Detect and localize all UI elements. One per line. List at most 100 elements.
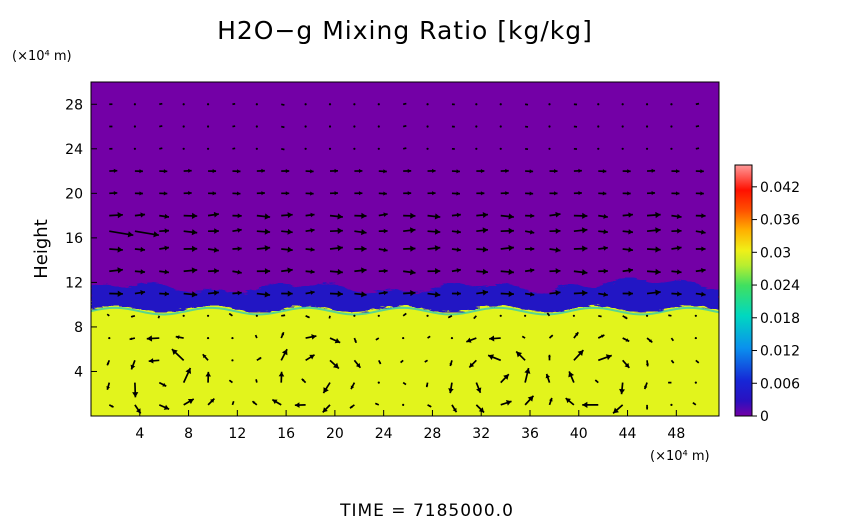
colorbar-ticks: 0 0.006 0.012 0.018 0.024 0.03 0.036 0.042 xyxy=(752,180,800,425)
wind-arrow xyxy=(621,103,624,106)
wind-arrow xyxy=(134,212,146,218)
wind-arrow xyxy=(568,371,575,383)
wind-arrow xyxy=(524,268,535,273)
wind-arrow xyxy=(427,228,441,235)
wind-arrow xyxy=(403,269,416,276)
wind-arrow xyxy=(670,359,675,364)
x-axis: 4 8 12 16 20 24 28 32 36 40 44 48 xyxy=(135,410,685,442)
wind-arrow xyxy=(129,337,136,341)
wind-arrow xyxy=(515,350,526,361)
wind-arrow xyxy=(158,381,167,387)
plot-area xyxy=(91,82,719,416)
wind-arrow xyxy=(402,312,407,317)
wind-arrow xyxy=(692,402,697,406)
wind-arrow xyxy=(622,359,630,369)
wind-arrow xyxy=(622,191,631,196)
wind-arrow xyxy=(425,382,429,388)
wind-arrow xyxy=(329,268,343,276)
wind-arrow xyxy=(148,358,160,364)
wind-arrow xyxy=(448,382,454,394)
wind-arrow xyxy=(232,213,242,219)
wind-arrow xyxy=(573,349,585,361)
y-axis-label: Height xyxy=(31,219,52,279)
wind-arrow xyxy=(280,331,285,339)
wind-arrow xyxy=(597,354,613,362)
wind-arrow xyxy=(524,291,535,297)
wind-arrow xyxy=(205,371,211,383)
wind-arrow xyxy=(426,314,429,317)
wind-arrow xyxy=(130,314,136,318)
wind-arrow xyxy=(374,402,380,406)
wind-arrow xyxy=(305,191,314,196)
wind-arrow xyxy=(354,245,367,252)
wind-arrow xyxy=(646,227,661,234)
wind-arrow xyxy=(354,191,363,196)
wind-arrow xyxy=(500,290,514,298)
wind-arrow xyxy=(671,213,682,220)
wind-arrow xyxy=(671,245,682,251)
wind-arrow xyxy=(256,168,265,173)
wind-arrow xyxy=(670,403,673,406)
wind-arrow xyxy=(695,102,700,106)
wind-arrow xyxy=(251,400,258,406)
wind-arrow xyxy=(489,335,501,342)
wind-arrow xyxy=(305,269,315,275)
wind-arrow xyxy=(304,147,307,150)
wind-arrow xyxy=(573,245,588,252)
wind-arrow xyxy=(695,246,706,252)
wind-arrow xyxy=(451,169,460,174)
wind-arrow xyxy=(499,125,502,128)
wind-arrow xyxy=(427,404,432,408)
wind-arrow xyxy=(476,246,489,253)
wind-arrow xyxy=(134,191,143,196)
wind-arrow xyxy=(228,379,233,384)
wind-arrow xyxy=(668,314,672,317)
wind-arrow xyxy=(475,125,478,128)
wind-arrow xyxy=(281,246,293,253)
wind-arrow xyxy=(647,191,656,196)
wind-arrow xyxy=(500,227,514,235)
wind-arrow xyxy=(354,267,367,274)
wind-arrow xyxy=(402,381,407,386)
colorbar-tick-label: 0 xyxy=(760,409,769,425)
wind-arrow xyxy=(475,147,478,150)
wind-arrow xyxy=(424,359,428,363)
wind-arrow xyxy=(573,168,582,173)
wind-arrow xyxy=(597,334,605,339)
wind-arrow xyxy=(207,290,219,296)
wind-arrow xyxy=(612,404,624,414)
wind-arrow xyxy=(304,125,307,128)
wind-arrow xyxy=(621,147,624,150)
wind-arrow xyxy=(232,102,236,106)
wind-arrow xyxy=(598,169,607,174)
wind-arrow xyxy=(231,400,235,406)
wind-arrow xyxy=(108,404,114,408)
wind-arrow xyxy=(621,125,624,128)
wind-arrow xyxy=(183,267,198,274)
wind-arrow xyxy=(353,147,356,150)
plot-frame xyxy=(90,81,720,417)
wind-arrow xyxy=(349,404,355,409)
wind-arrow xyxy=(449,360,453,367)
wind-arrow xyxy=(133,103,136,106)
wind-arrow xyxy=(207,247,219,253)
wind-arrow xyxy=(132,382,139,398)
wind-arrow xyxy=(622,212,634,218)
wind-arrow xyxy=(377,147,380,150)
wind-arrow xyxy=(427,291,441,298)
wind-arrow xyxy=(525,169,534,174)
wind-arrow xyxy=(403,212,416,219)
wind-arrow xyxy=(525,213,535,219)
wind-arrow xyxy=(183,191,192,196)
wind-arrow xyxy=(109,267,123,274)
wind-arrow xyxy=(500,244,514,252)
wind-arrow xyxy=(525,246,535,252)
wind-arrow xyxy=(278,371,285,383)
x-tick-label: 32 xyxy=(472,426,490,442)
wind-arrow xyxy=(328,103,332,106)
x-tick-label: 16 xyxy=(277,426,295,442)
wind-arrow xyxy=(183,168,192,173)
wind-vector-field xyxy=(106,102,706,414)
wind-arrow xyxy=(573,227,588,234)
wind-arrow xyxy=(694,314,697,317)
